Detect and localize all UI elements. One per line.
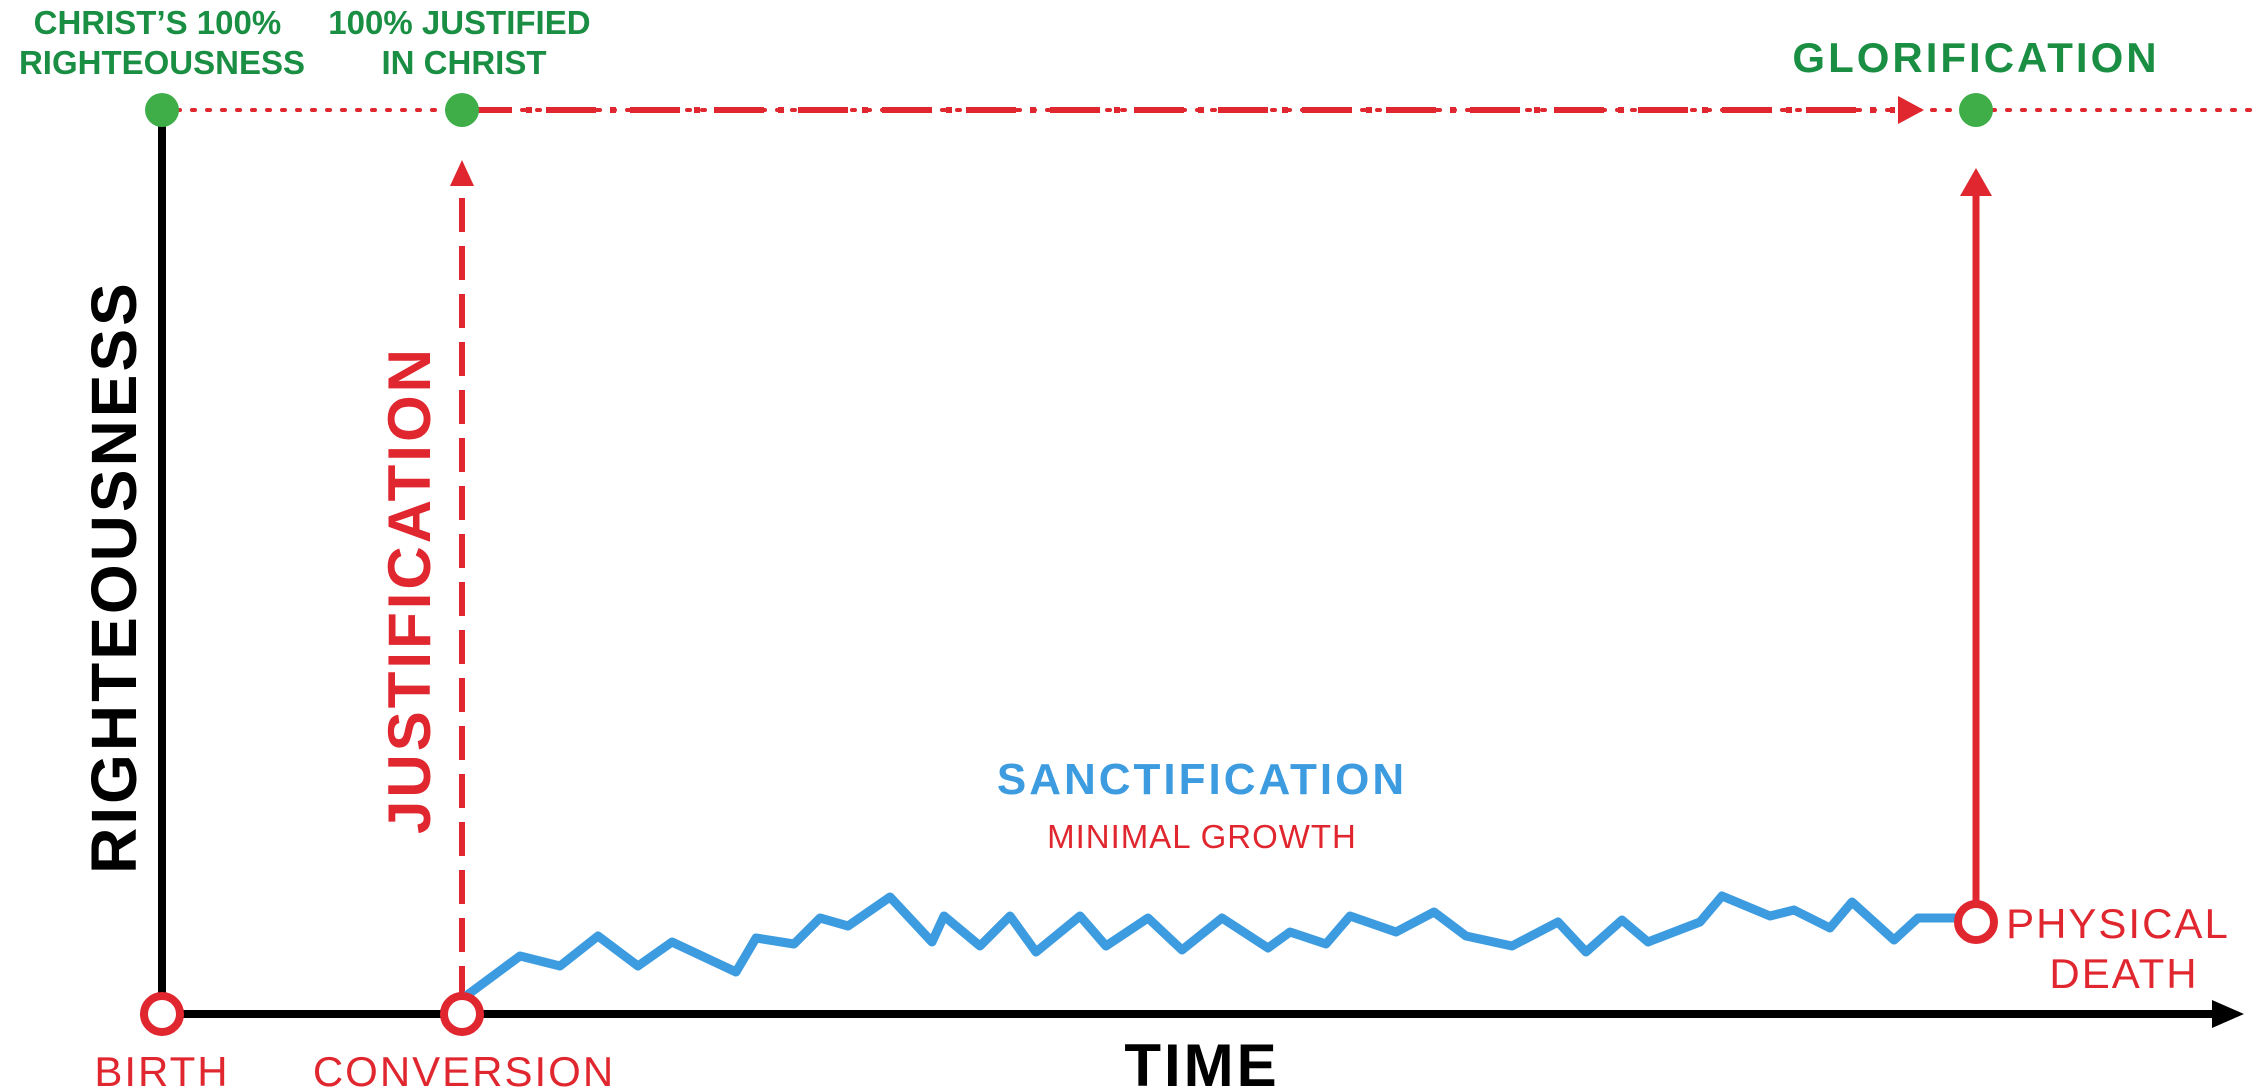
death-marker-icon <box>1954 900 1998 944</box>
justification-label: JUSTIFICATION <box>376 346 443 834</box>
minimal-growth-label: MINIMAL GROWTH <box>1047 818 1357 855</box>
time-axis-arrowhead-icon <box>2212 1000 2244 1028</box>
birth-label: BIRTH <box>94 1048 229 1092</box>
christ-righteousness-label: CHRIST’S 100% RIGHTEOUSNESS <box>19 4 305 81</box>
christ-righteousness-line-2: RIGHTEOUSNESS <box>19 44 305 81</box>
physical-death-line-2: DEATH <box>2049 950 2198 997</box>
justification-arrowhead-icon <box>450 160 474 186</box>
christ-righteousness-dot <box>145 93 179 127</box>
sanctification-label: SANCTIFICATION <box>997 755 1407 804</box>
justified-arrowhead-icon <box>1898 96 1924 124</box>
christ-righteousness-line-1: CHRIST’S 100% <box>34 4 282 41</box>
righteousness-axis-label: RIGHTEOUSNESS <box>78 280 150 874</box>
physical-death-label: PHYSICAL DEATH <box>2006 900 2242 997</box>
physical-death-line-1: PHYSICAL <box>2006 900 2228 947</box>
justified-in-christ-line-1: 100% JUSTIFIED <box>328 4 590 41</box>
time-axis-label: TIME <box>1124 1032 1279 1092</box>
sanctification-line <box>461 891 1965 1001</box>
justified-in-christ-label: 100% JUSTIFIED IN CHRIST <box>328 4 599 81</box>
justified-in-christ-line-2: IN CHRIST <box>382 44 547 81</box>
birth-marker-icon <box>140 992 184 1036</box>
justified-dot <box>445 93 479 127</box>
glorification-dot <box>1959 93 1993 127</box>
conversion-marker-icon <box>440 992 484 1036</box>
conversion-label: CONVERSION <box>313 1048 615 1092</box>
glorification-label: GLORIFICATION <box>1792 34 2159 81</box>
glorification-arrowhead-icon <box>1960 168 1992 196</box>
